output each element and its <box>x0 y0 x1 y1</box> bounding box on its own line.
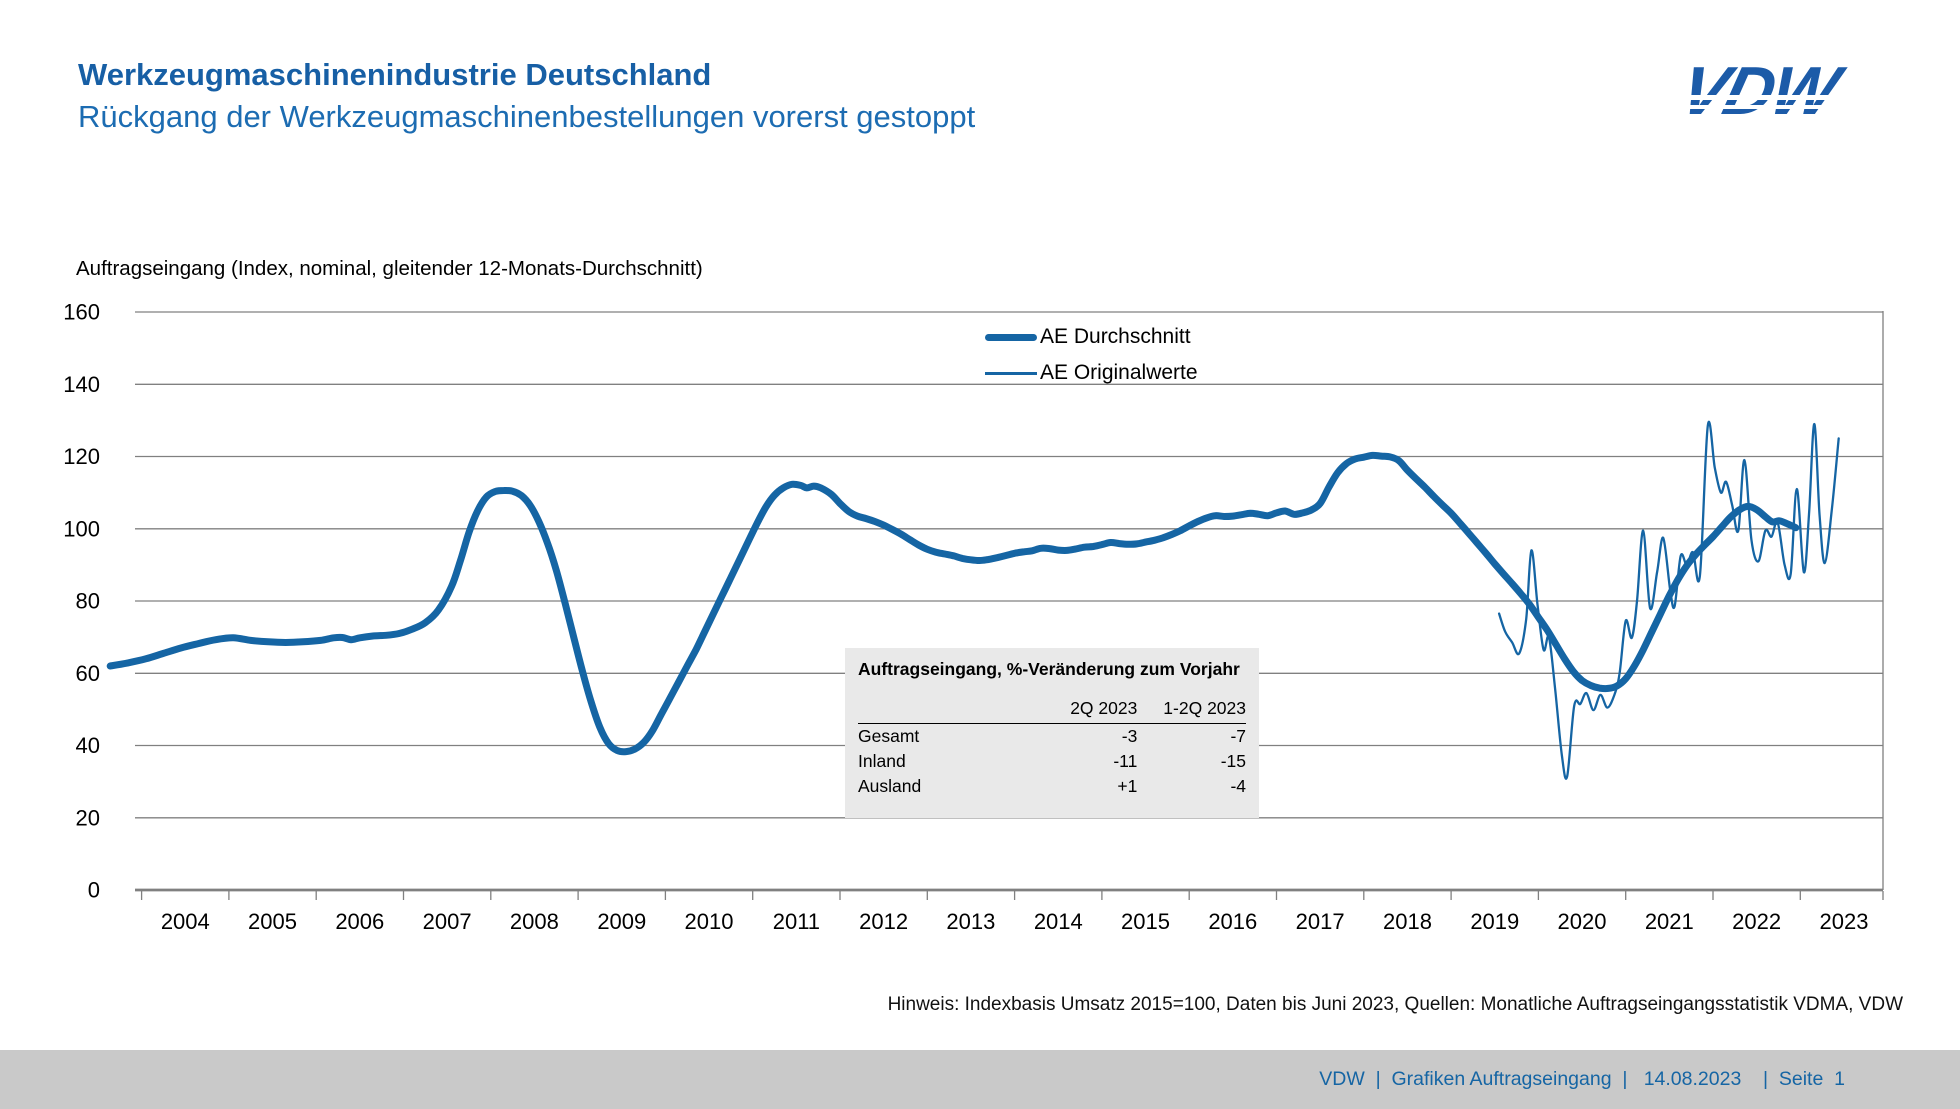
x-axis-label: 2006 <box>335 909 384 934</box>
row-value: -11 <box>1113 751 1138 771</box>
x-axis-label: 2019 <box>1470 909 1519 934</box>
table-header-empty <box>858 696 1029 724</box>
x-axis-label: 2018 <box>1383 909 1432 934</box>
x-axis <box>135 888 1884 900</box>
page-title: Werkzeugmaschinenindustrie Deutschland <box>78 57 712 92</box>
table-header-row: 2Q 2023 1-2Q 2023 <box>858 696 1246 724</box>
series-ae-durchschnitt <box>106 451 1800 756</box>
chart-legend: AE Durchschnitt AE Originalwerte <box>985 319 1198 391</box>
vdw-logo-graphic: VDW <box>1673 52 1900 129</box>
row-label: Gesamt <box>858 726 920 746</box>
x-axis-label: 2022 <box>1732 909 1781 934</box>
x-axis-label: 2020 <box>1558 909 1607 934</box>
x-axis-label: 2015 <box>1121 909 1170 934</box>
x-axis-label: 2012 <box>859 909 908 934</box>
table-row: Gesamt -3 -7 <box>858 724 1246 750</box>
vdw-logo-text: VDW <box>1678 52 1852 129</box>
x-axis-label: 2021 <box>1645 909 1694 934</box>
row-value: -15 <box>1220 751 1246 771</box>
y-axis-label: 0 <box>88 878 100 903</box>
x-axis-label: 2023 <box>1820 909 1869 934</box>
row-label: Inland <box>858 751 906 771</box>
x-axis-label: 2016 <box>1208 909 1257 934</box>
legend-label: AE Durchschnitt <box>1040 325 1191 348</box>
table-row: Inland -11 -15 <box>858 749 1246 774</box>
legend-item-originalwerte: AE Originalwerte <box>985 355 1198 391</box>
y-axis-label: 20 <box>76 805 100 830</box>
y-axis-label: 40 <box>76 733 100 758</box>
logo-stripe <box>1678 95 1900 100</box>
inset-table: Auftragseingang, %-Veränderung zum Vorja… <box>845 648 1259 818</box>
y-axis-label: 160 <box>63 300 100 325</box>
y-axis-label: 80 <box>76 589 100 614</box>
change-vs-prior-year-table: 2Q 2023 1-2Q 2023 Gesamt -3 -7 Inland -1… <box>858 696 1246 799</box>
logo-stripe <box>1678 105 1900 109</box>
vdw-logo: VDW <box>1673 52 1900 135</box>
source-note: Hinweis: Indexbasis Umsatz 2015=100, Dat… <box>887 994 1903 1015</box>
x-axis-label: 2007 <box>423 909 472 934</box>
x-axis-label: 2009 <box>597 909 646 934</box>
legend-thick-line-swatch <box>985 333 1037 341</box>
row-value: -3 <box>1121 726 1138 746</box>
x-axis-label: 2004 <box>161 909 210 934</box>
page-subtitle: Rückgang der Werkzeugmaschinenbestellung… <box>78 99 976 134</box>
footer-bar: VDW | Grafiken Auftragseingang | 14.08.2… <box>0 1050 1960 1109</box>
row-label: Ausland <box>858 776 922 796</box>
x-axis-label: 2011 <box>773 909 820 934</box>
y-axis-label: 140 <box>63 372 100 397</box>
x-axis-label: 2017 <box>1296 909 1345 934</box>
row-value: +1 <box>1117 776 1138 796</box>
legend-label: AE Originalwerte <box>1040 361 1198 384</box>
x-axis-label: 2010 <box>685 909 734 934</box>
y-axis-label: 60 <box>76 661 100 686</box>
series-ae-originalwerte <box>1497 420 1840 780</box>
x-axis-label: 2014 <box>1034 909 1083 934</box>
x-axis-label: 2008 <box>510 909 559 934</box>
inset-table-title: Auftragseingang, %-Veränderung zum Vorja… <box>858 659 1240 679</box>
chart-axis-title: Auftragseingang (Index, nominal, gleiten… <box>76 257 703 280</box>
y-tick-labels: 0 20 40 60 80 100 120 140 160 <box>63 300 100 903</box>
legend-thin-line-swatch <box>985 371 1037 375</box>
y-axis-label: 100 <box>63 516 100 541</box>
footer-text: VDW | Grafiken Auftragseingang | 14.08.2… <box>1319 1068 1845 1090</box>
x-axis-label: 2005 <box>248 909 297 934</box>
table-header-2q2023: 2Q 2023 <box>1028 696 1138 724</box>
x-tick-labels: 2004 2005 2006 2007 2008 2009 2010 2011 2012 2013… <box>161 909 1869 934</box>
y-axis-label: 120 <box>63 444 100 469</box>
row-value: -7 <box>1230 726 1246 746</box>
table-header-1-2q2023: 1-2Q 2023 <box>1137 696 1246 724</box>
row-value: -4 <box>1230 776 1246 796</box>
table-row: Ausland +1 -4 <box>858 774 1246 799</box>
legend-item-durchschnitt: AE Durchschnitt <box>985 319 1198 355</box>
x-axis-label: 2013 <box>946 909 995 934</box>
